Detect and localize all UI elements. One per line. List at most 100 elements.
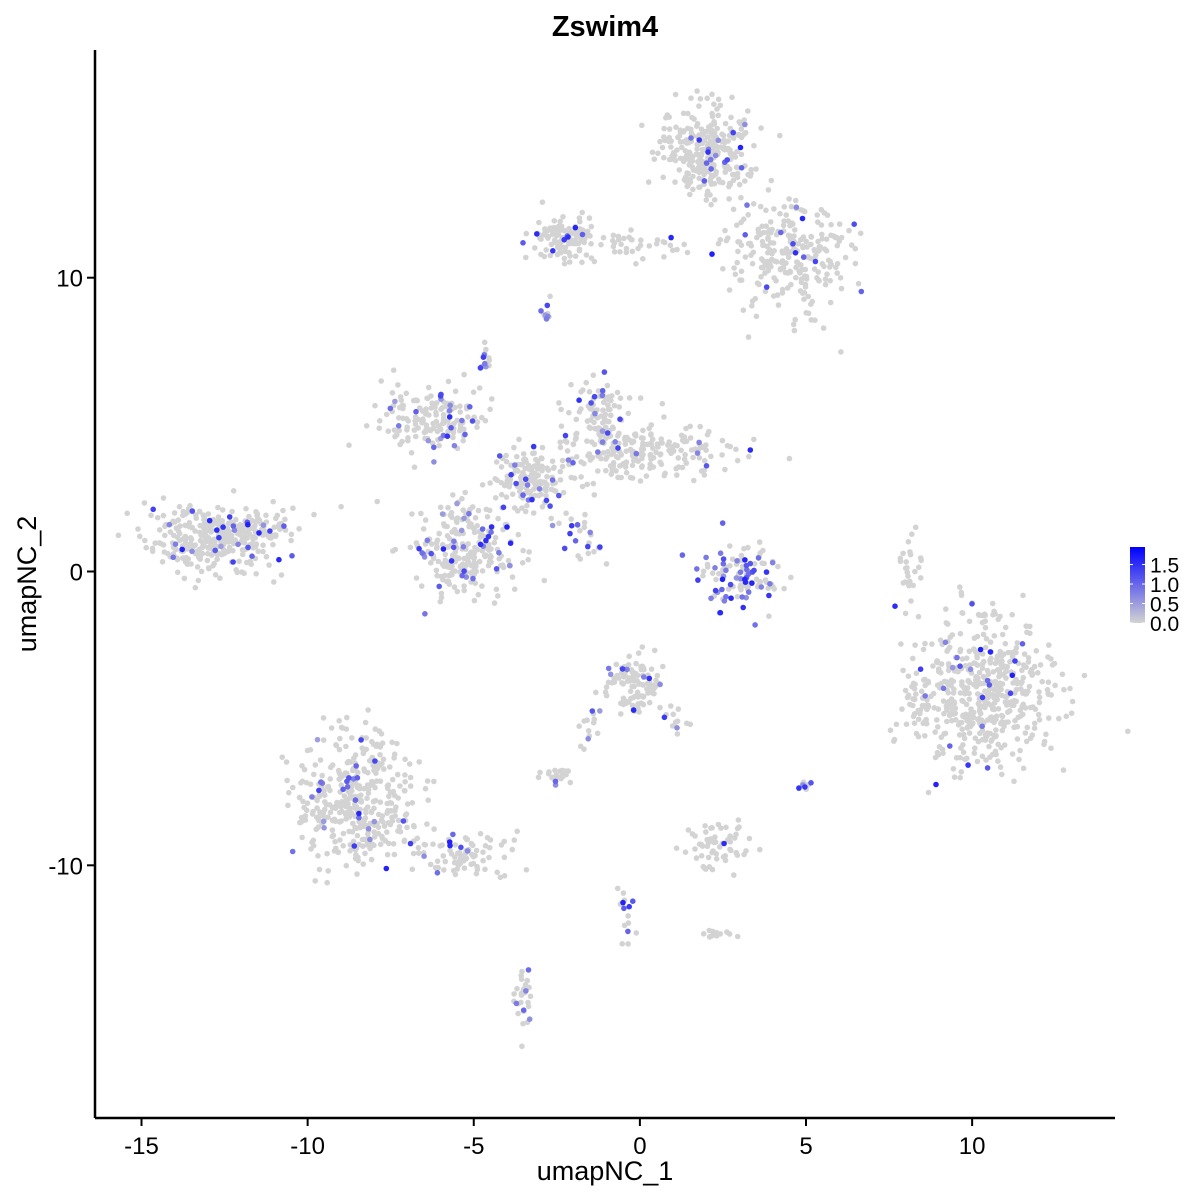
cell-point — [362, 850, 368, 857]
cell-point — [362, 719, 369, 726]
cell-point — [702, 823, 708, 829]
cell-point — [285, 802, 291, 809]
cell-point — [573, 416, 580, 423]
cell-point — [824, 271, 830, 278]
cell-point — [1003, 719, 1009, 726]
cell-point — [384, 851, 391, 858]
cell-point — [979, 753, 986, 760]
cell-point — [176, 503, 183, 510]
cell-point — [557, 468, 564, 475]
cell-point-expressing — [356, 810, 362, 817]
cell-point — [337, 735, 343, 742]
cell-point — [407, 544, 414, 551]
cell-point — [709, 570, 716, 576]
cell-point-expressing — [579, 231, 586, 238]
cell-point — [992, 678, 999, 685]
cell-point — [1012, 717, 1018, 724]
cell-point — [376, 425, 383, 432]
cell-point — [396, 427, 403, 434]
cell-point — [1036, 689, 1042, 695]
cell-point — [576, 246, 583, 253]
cell-point — [194, 564, 201, 570]
cell-point — [368, 856, 375, 863]
cell-point — [616, 236, 622, 243]
cell-point-expressing — [674, 725, 680, 731]
cell-point — [913, 730, 920, 737]
x-ticks: -15 -10 -5 0 5 10 — [124, 1118, 985, 1160]
cell-point-expressing — [630, 707, 637, 713]
cell-point — [493, 459, 500, 465]
cell-point — [329, 762, 336, 768]
cell-point — [320, 715, 327, 721]
cell-point — [149, 545, 156, 552]
cell-point — [893, 721, 900, 728]
cell-point — [713, 856, 720, 862]
cell-point — [808, 317, 815, 323]
cell-point — [451, 859, 458, 866]
cell-point — [325, 868, 332, 874]
cell-point-expressing — [752, 622, 758, 628]
cell-point — [753, 313, 760, 320]
cell-point — [905, 573, 911, 579]
cell-point — [332, 805, 339, 812]
cell-point — [1001, 742, 1008, 748]
cell-point — [675, 706, 682, 712]
cell-point-expressing — [480, 354, 487, 361]
cell-point — [523, 254, 529, 261]
cell-point — [742, 178, 748, 184]
cell-point — [975, 691, 981, 697]
cell-point — [539, 467, 545, 474]
cell-point — [206, 565, 212, 572]
cell-point — [538, 236, 544, 242]
cell-point — [629, 248, 636, 255]
cell-point — [969, 721, 976, 727]
cell-point — [590, 719, 597, 726]
cell-point — [808, 233, 814, 240]
cell-point — [1046, 642, 1052, 648]
cell-point — [793, 274, 799, 281]
cell-point — [728, 847, 734, 854]
cell-point — [919, 702, 926, 709]
cell-point — [968, 706, 974, 712]
cell-point-expressing — [723, 593, 729, 600]
cell-point — [397, 404, 403, 411]
cell-point — [408, 450, 415, 456]
cell-point — [994, 696, 1000, 703]
cell-point-expressing — [321, 825, 327, 831]
cell-point — [586, 424, 593, 431]
cell-point-expressing — [470, 575, 476, 582]
cell-point — [735, 248, 741, 255]
cell-point — [365, 786, 372, 793]
cell-point — [645, 179, 652, 185]
cell-point-expressing — [617, 416, 623, 423]
cell-point — [425, 797, 432, 803]
cell-point — [393, 804, 399, 810]
cell-point — [922, 733, 928, 739]
cell-point — [717, 237, 724, 243]
cell-point — [525, 1003, 532, 1010]
cell-point — [712, 839, 719, 845]
cell-point — [788, 574, 794, 581]
cell-point — [578, 406, 584, 412]
cell-point — [646, 699, 653, 706]
x-tick-label: -15 — [124, 1133, 159, 1160]
cell-point — [299, 763, 305, 769]
cell-point — [632, 455, 639, 461]
cell-point — [746, 835, 753, 842]
cell-point — [696, 103, 702, 109]
cell-point — [583, 379, 589, 386]
cell-point — [577, 556, 584, 562]
cell-point — [583, 252, 590, 258]
cell-point — [372, 402, 378, 409]
cell-point — [404, 801, 411, 807]
cell-point — [910, 582, 916, 589]
cell-point-expressing — [728, 595, 734, 601]
cell-point — [377, 752, 383, 758]
cell-point — [834, 242, 841, 249]
cell-point — [958, 592, 965, 599]
cell-point — [1061, 686, 1067, 693]
cell-point — [428, 560, 434, 566]
cell-point — [543, 492, 549, 499]
cell-point — [963, 655, 970, 661]
